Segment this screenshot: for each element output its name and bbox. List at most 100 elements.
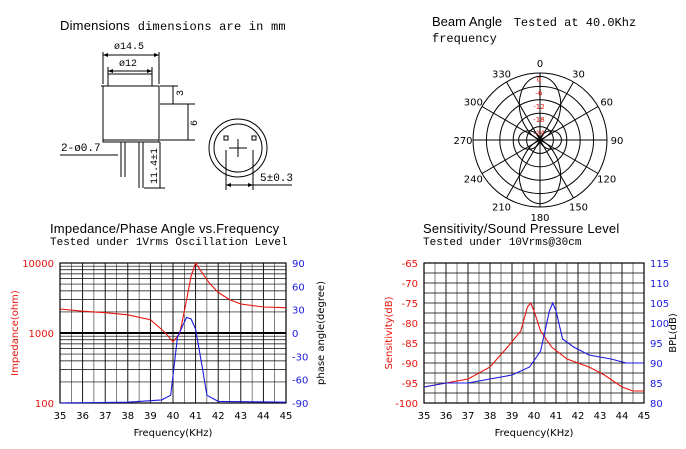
- impedance-title: Impedance/Phase Angle vs.Frequency: [50, 221, 280, 236]
- polar-spoke: [539, 106, 599, 141]
- left-tick-label: -75: [402, 299, 418, 310]
- polar-spoke: [506, 81, 541, 141]
- series-line-blue: [423, 301, 644, 388]
- x-tick-label: 42: [572, 411, 585, 422]
- polar-angle-label: 210: [492, 203, 511, 214]
- x-tick-label: 37: [462, 411, 475, 422]
- x-tick-label: 39: [144, 411, 157, 422]
- x-tick-label: 41: [550, 411, 563, 422]
- series-line-blue: [59, 316, 287, 404]
- x-tick-label: 41: [189, 411, 202, 422]
- x-tick-label: 39: [506, 411, 519, 422]
- polar-spoke: [506, 139, 541, 199]
- dimensions-note: dimensions are in mm: [137, 20, 286, 34]
- polar-angle-label: 330: [492, 69, 511, 80]
- polar-spoke: [539, 139, 599, 174]
- left-tick-label: -80: [402, 319, 418, 330]
- x-tick-label: 43: [234, 411, 247, 422]
- sensitivity-title: Sensitivity/Sound Pressure Level: [423, 221, 620, 236]
- polar-angle-label: 240: [464, 175, 483, 186]
- dim-inner-diameter: ø12: [119, 59, 138, 70]
- x-tick-label: 36: [440, 411, 453, 422]
- polar-angle-label: 90: [611, 136, 624, 147]
- x-tick-label: 40: [167, 411, 180, 422]
- left-axis-label: Sensitivity(dB): [384, 296, 395, 369]
- polar-ring-label: 0: [537, 76, 541, 84]
- left-tick-label: -70: [402, 279, 418, 290]
- x-tick-label: 37: [99, 411, 112, 422]
- x-tick-label: 43: [594, 411, 607, 422]
- left-tick-label: -95: [402, 379, 418, 390]
- x-axis-label: Frequency(KHz): [134, 428, 213, 439]
- x-tick-label: 45: [638, 411, 651, 422]
- polar-ring-label: -12: [533, 103, 544, 111]
- polar-angle-label: 120: [597, 175, 616, 186]
- left-axis-label: Impedance(ohm): [10, 290, 21, 376]
- left-tick-label: 100: [35, 399, 54, 410]
- right-tick-label: 0: [292, 329, 298, 340]
- right-axis-label: phase angle(degree): [316, 281, 327, 385]
- x-tick-label: 38: [484, 411, 497, 422]
- polar-spoke: [481, 106, 541, 141]
- right-tick-label: 90: [292, 259, 305, 270]
- dim-pin-diameter: 2-ø0.7: [61, 143, 101, 155]
- x-tick-label: 44: [257, 411, 270, 422]
- polar-angle-label: 150: [569, 203, 588, 214]
- polar-angle-label: 0: [537, 59, 543, 70]
- right-axis-label: BPL(dB): [668, 313, 679, 353]
- polar-angle-label: 60: [600, 98, 613, 109]
- right-tick-label: 105: [650, 299, 669, 310]
- sensitivity-subtitle: Tested under 10Vrms@30cm: [423, 237, 582, 249]
- beam-tested: Tested at 40.0Khz: [513, 16, 637, 30]
- x-tick-label: 35: [418, 411, 431, 422]
- left-tick-label: -90: [402, 359, 418, 370]
- polar-angle-label: 180: [530, 213, 549, 224]
- polar-angle-label: 270: [453, 136, 472, 147]
- dim-outer-diameter: ø14.5: [114, 42, 145, 53]
- beam-title: Beam Angle Tested at 40.0Khz: [432, 14, 637, 30]
- right-tick-label: -90: [292, 399, 308, 410]
- x-tick-label: 45: [280, 411, 293, 422]
- right-tick-label: -30: [292, 352, 308, 363]
- polar-ring-label: -6: [536, 89, 544, 97]
- x-tick-label: 35: [54, 411, 67, 422]
- polar-angle-label: 300: [464, 98, 483, 109]
- polar-ring-label: -24: [533, 130, 545, 138]
- left-tick-label: -100: [395, 399, 418, 410]
- right-tick-label: 100: [650, 319, 669, 330]
- right-tick-label: 60: [292, 282, 305, 293]
- right-tick-label: 80: [650, 399, 663, 410]
- left-tick-label: -65: [402, 259, 418, 270]
- x-tick-label: 44: [616, 411, 629, 422]
- left-tick-label: -85: [402, 339, 418, 350]
- beam-side-lobe: [518, 130, 562, 150]
- series-line-red: [423, 301, 644, 392]
- x-tick-label: 38: [121, 411, 134, 422]
- polar-spoke: [539, 139, 574, 199]
- dim-pin-pitch: 5±0.3: [260, 173, 294, 185]
- x-axis-label: Frequency(KHz): [495, 428, 574, 439]
- beam-frequency-label: frequency: [432, 32, 497, 46]
- right-tick-label: -60: [292, 376, 308, 387]
- right-tick-label: 95: [650, 339, 663, 350]
- left-tick-label: 1000: [29, 329, 54, 340]
- right-tick-label: 115: [650, 259, 669, 270]
- right-tick-label: 85: [650, 379, 663, 390]
- right-tick-label: 30: [292, 306, 305, 317]
- right-tick-label: 90: [650, 359, 663, 370]
- series-line-red: [59, 261, 287, 343]
- beam-pattern: [518, 75, 562, 205]
- right-tick-label: 110: [650, 279, 669, 290]
- x-tick-label: 40: [528, 411, 541, 422]
- polar-spoke: [481, 139, 541, 174]
- polar-angle-label: 30: [572, 69, 585, 80]
- polar-spoke: [539, 81, 574, 141]
- x-tick-label: 36: [76, 411, 89, 422]
- dimensions-title: Dimensions dimensions are in mm: [60, 18, 286, 34]
- polar-ring-label: -18: [533, 116, 544, 124]
- impedance-subtitle: Tested under 1Vrms Oscillation Level: [50, 237, 288, 249]
